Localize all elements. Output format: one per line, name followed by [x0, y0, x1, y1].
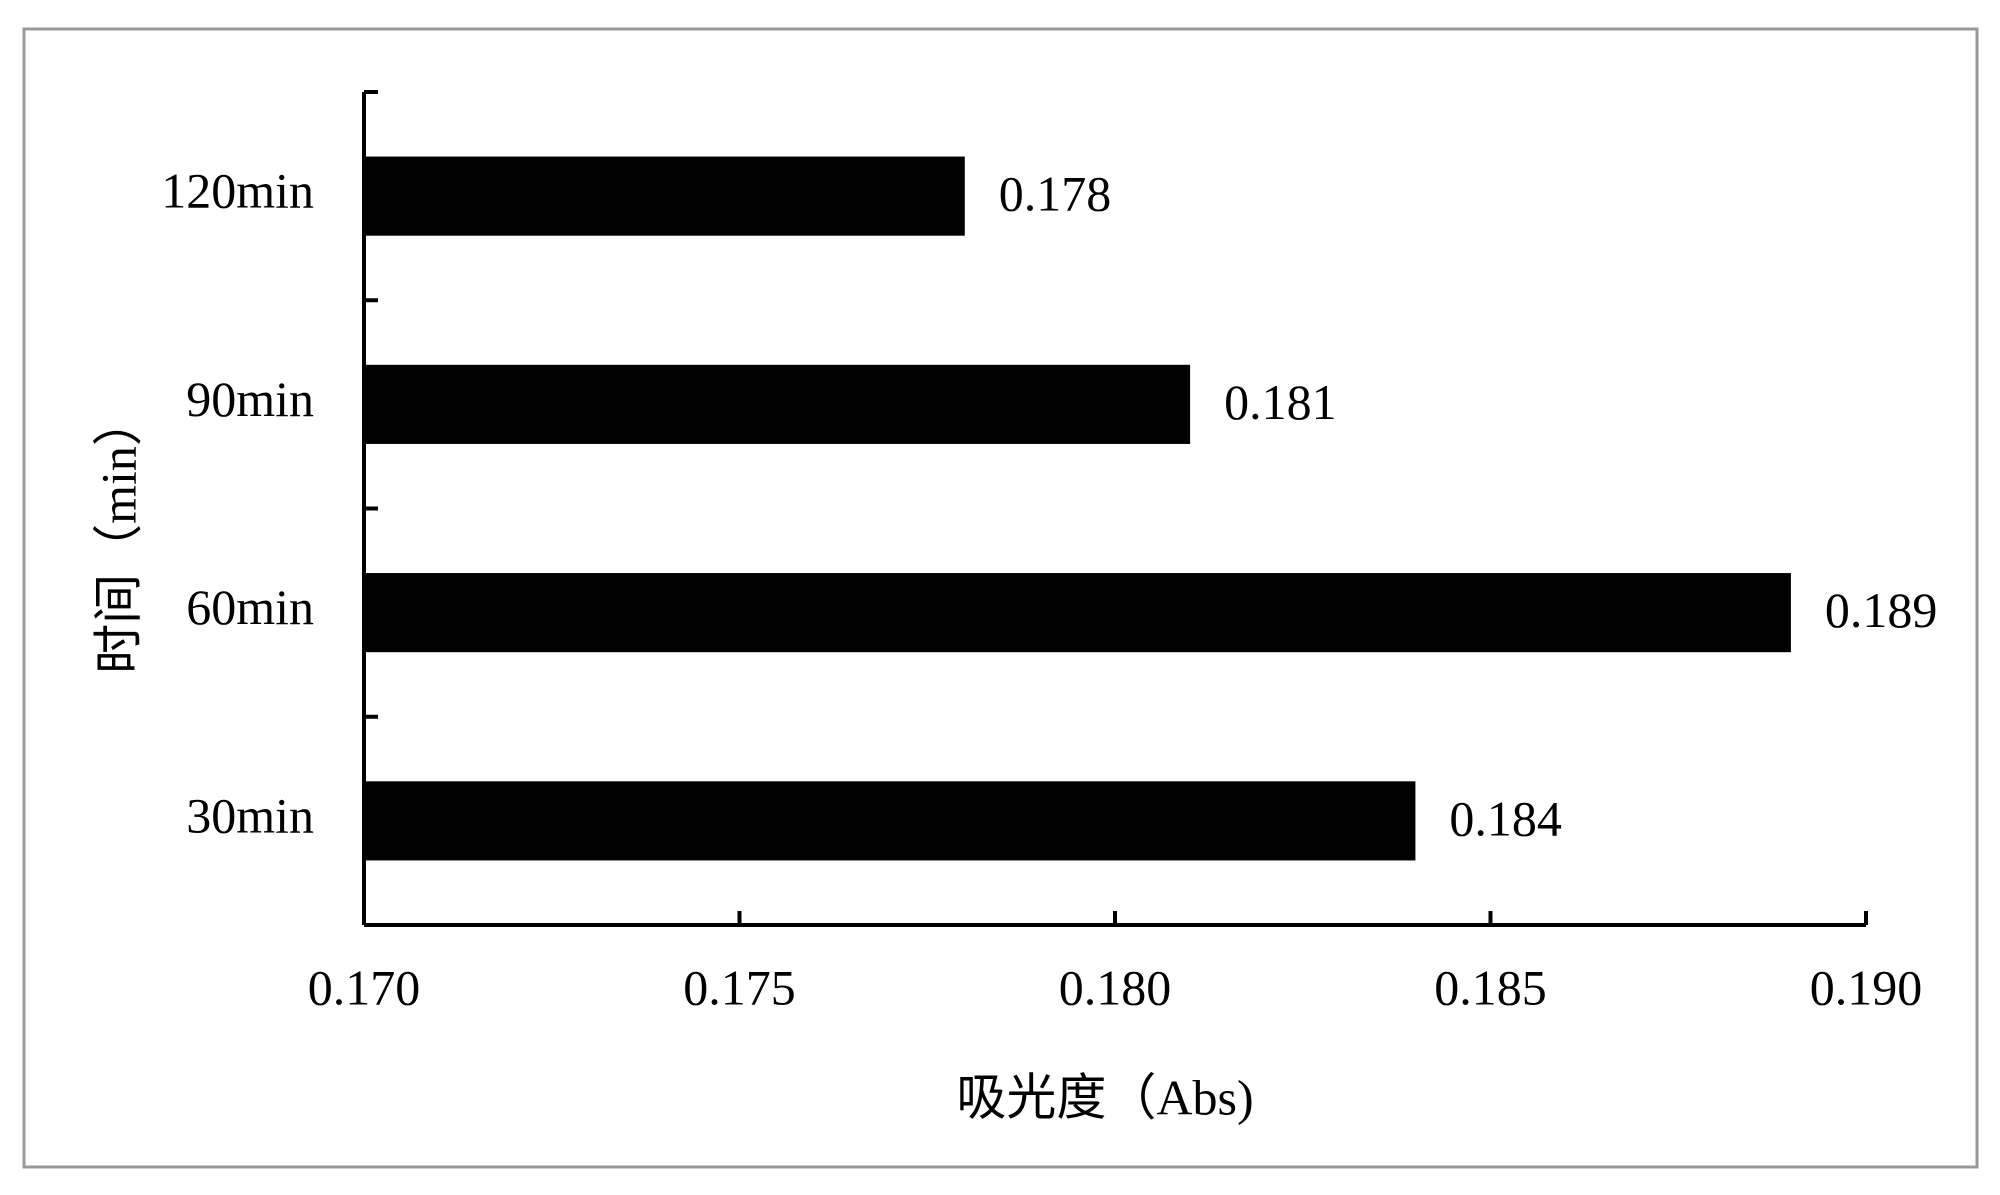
bar	[364, 156, 965, 236]
data-label: 0.181	[1224, 374, 1337, 430]
y-tick-label: 60min	[186, 579, 314, 635]
x-tick-label: 0.175	[683, 959, 796, 1015]
bar	[364, 781, 1416, 861]
bar	[364, 573, 1791, 653]
y-tick-label: 90min	[186, 371, 314, 427]
data-label: 0.178	[999, 166, 1112, 222]
x-tick-label: 0.190	[1810, 959, 1923, 1015]
y-axis-title: 时间（min）	[90, 396, 146, 674]
data-label: 0.189	[1825, 582, 1938, 638]
x-tick-label: 0.180	[1059, 959, 1172, 1015]
y-tick-label: 30min	[186, 787, 314, 843]
x-axis-title: 吸光度（Abs)	[956, 1069, 1253, 1125]
x-tick-label: 0.185	[1434, 959, 1547, 1015]
x-tick-label: 0.170	[308, 959, 421, 1015]
y-tick-label: 120min	[161, 163, 314, 219]
data-label: 0.184	[1449, 790, 1562, 846]
bar	[364, 364, 1191, 444]
